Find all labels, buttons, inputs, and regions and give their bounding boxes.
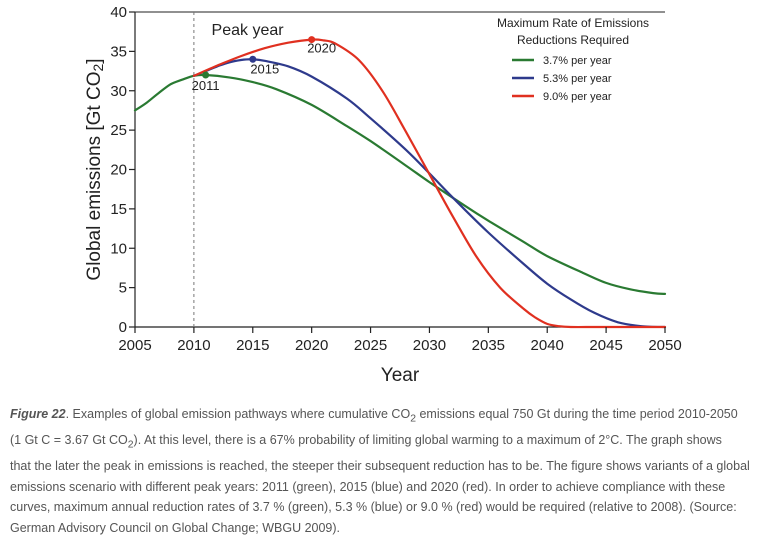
y-tick-label-20: 20 bbox=[110, 162, 127, 179]
x-tick-label-2035: 2035 bbox=[472, 337, 505, 354]
y-axis-title: Global emissions [Gt CO2] bbox=[84, 58, 106, 280]
legend-items: 3.7% per year 5.3% per year 9.0% per year bbox=[512, 55, 612, 103]
y-axis-title-end: ] bbox=[84, 58, 105, 63]
figure-caption: Figure 22. Examples of global emission p… bbox=[10, 404, 765, 538]
x-tick-label-2040: 2040 bbox=[531, 337, 564, 354]
caption-line-2b: ). At this level, there is a 67% probabi… bbox=[133, 433, 722, 447]
x-tick-label-2030: 2030 bbox=[413, 337, 446, 354]
peak-label-2020: 2020 bbox=[307, 41, 336, 56]
caption-line-6: German Advisory Council on Global Change… bbox=[10, 520, 341, 535]
legend: Maximum Rate of Emissions Reductions Req… bbox=[497, 16, 649, 103]
x-tick-label-2050: 2050 bbox=[648, 337, 681, 354]
x-axis-ticks: 2005 2010 2015 2020 2025 2030 2035 2040 2045 2050 bbox=[118, 327, 682, 354]
y-tick-label-0: 0 bbox=[119, 319, 127, 336]
x-tick-label-2045: 2045 bbox=[589, 337, 622, 354]
y-tick-label-10: 10 bbox=[110, 240, 127, 257]
peak-marker-2020 bbox=[308, 36, 316, 44]
legend-label-2: 5.3% per year bbox=[543, 73, 612, 85]
y-tick-label-15: 15 bbox=[110, 201, 127, 218]
y-tick-label-30: 30 bbox=[110, 83, 127, 100]
legend-label-1: 3.7% per year bbox=[543, 55, 612, 67]
legend-title-line-2: Reductions Required bbox=[517, 33, 629, 47]
series-line-1 bbox=[133, 73, 667, 295]
caption-line-1a: . Examples of global emission pathways w… bbox=[65, 407, 411, 421]
caption-line-1-sub: 2 bbox=[410, 413, 416, 425]
peak-marker-2015 bbox=[249, 55, 257, 63]
y-axis-title-main: Global emissions [Gt CO bbox=[84, 72, 105, 281]
y-axis-ticks: 0 5 10 15 20 25 30 35 40 bbox=[110, 4, 135, 336]
y-tick-label-40: 40 bbox=[110, 4, 127, 21]
caption-line-2a: (1 Gt C = 3.67 Gt CO bbox=[10, 433, 128, 447]
x-tick-label-2020: 2020 bbox=[295, 337, 328, 354]
x-axis-title: Year bbox=[381, 365, 420, 386]
y-axis-title-sub: 2 bbox=[90, 64, 106, 72]
y-tick-label-25: 25 bbox=[110, 122, 127, 139]
y-tick-label-5: 5 bbox=[119, 280, 127, 297]
series-group bbox=[133, 38, 667, 329]
series-line-2 bbox=[192, 58, 667, 329]
figure-label: Figure 22 bbox=[10, 407, 66, 421]
caption-line-1b: emissions equal 750 Gt during the time p… bbox=[415, 407, 738, 421]
y-tick-label-35: 35 bbox=[110, 43, 127, 60]
caption-line-5: curves, maximum annual reduction rates o… bbox=[10, 500, 737, 514]
x-tick-label-2015: 2015 bbox=[236, 337, 269, 354]
peak-label-2011: 2011 bbox=[192, 78, 220, 93]
caption-line-4: emissions scenario with different peak y… bbox=[10, 479, 726, 494]
peak-markers: 2011 2015 2020 bbox=[192, 36, 336, 93]
x-tick-label-2025: 2025 bbox=[354, 337, 387, 354]
x-tick-label-2005: 2005 bbox=[118, 337, 151, 354]
peak-marker-2011 bbox=[202, 71, 210, 79]
series-line-3 bbox=[192, 38, 667, 329]
legend-title-line-1: Maximum Rate of Emissions bbox=[497, 16, 649, 30]
x-tick-label-2010: 2010 bbox=[177, 337, 210, 354]
caption-line-3: that the later the peak in emissions is … bbox=[10, 459, 750, 473]
peak-year-annotation: Peak year bbox=[212, 22, 285, 39]
caption-line-2-sub: 2 bbox=[127, 439, 134, 451]
peak-label-2015: 2015 bbox=[250, 61, 279, 76]
legend-label-3: 9.0% per year bbox=[543, 91, 612, 103]
